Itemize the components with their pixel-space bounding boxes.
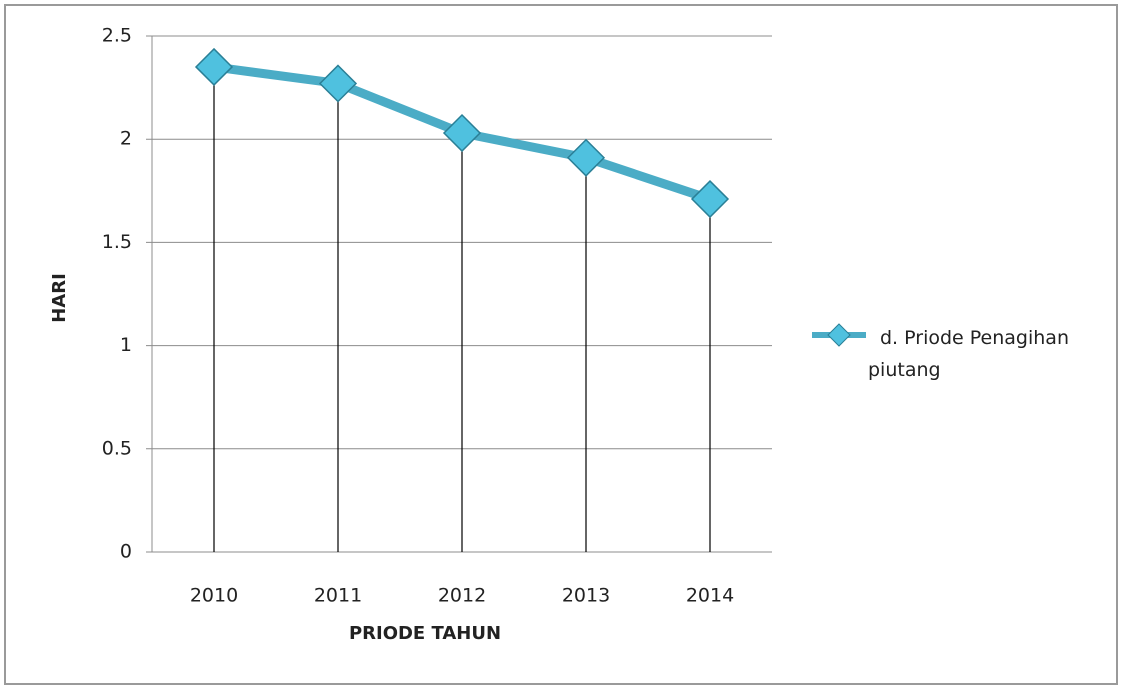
y-tick-label: 1.5 [102, 231, 132, 253]
x-tick-label: 2013 [562, 585, 610, 607]
marker [566, 138, 606, 177]
marker [194, 47, 234, 87]
y-tick-label: 2 [120, 128, 132, 150]
marker [442, 113, 482, 153]
x-tick-label: 2011 [314, 585, 362, 607]
x-tick-label: 2012 [438, 585, 486, 607]
y-tick-label: 2.5 [102, 25, 132, 47]
y-axis-label: HARI [49, 273, 70, 323]
y-tick-label: 0.5 [102, 437, 132, 459]
x-tick-label: 2010 [190, 585, 238, 607]
chart-border [4, 4, 1118, 685]
legend-label: d. Priode Penagihan piutang [868, 327, 1069, 381]
x-axis-label: PRIODE TAHUN [349, 623, 501, 644]
y-tick-label: 1 [120, 334, 132, 356]
marker [690, 179, 730, 219]
y-tick-label: 0 [120, 541, 132, 563]
x-tick-label: 2014 [686, 585, 734, 607]
marker [318, 64, 358, 103]
legend-marker [827, 323, 851, 347]
